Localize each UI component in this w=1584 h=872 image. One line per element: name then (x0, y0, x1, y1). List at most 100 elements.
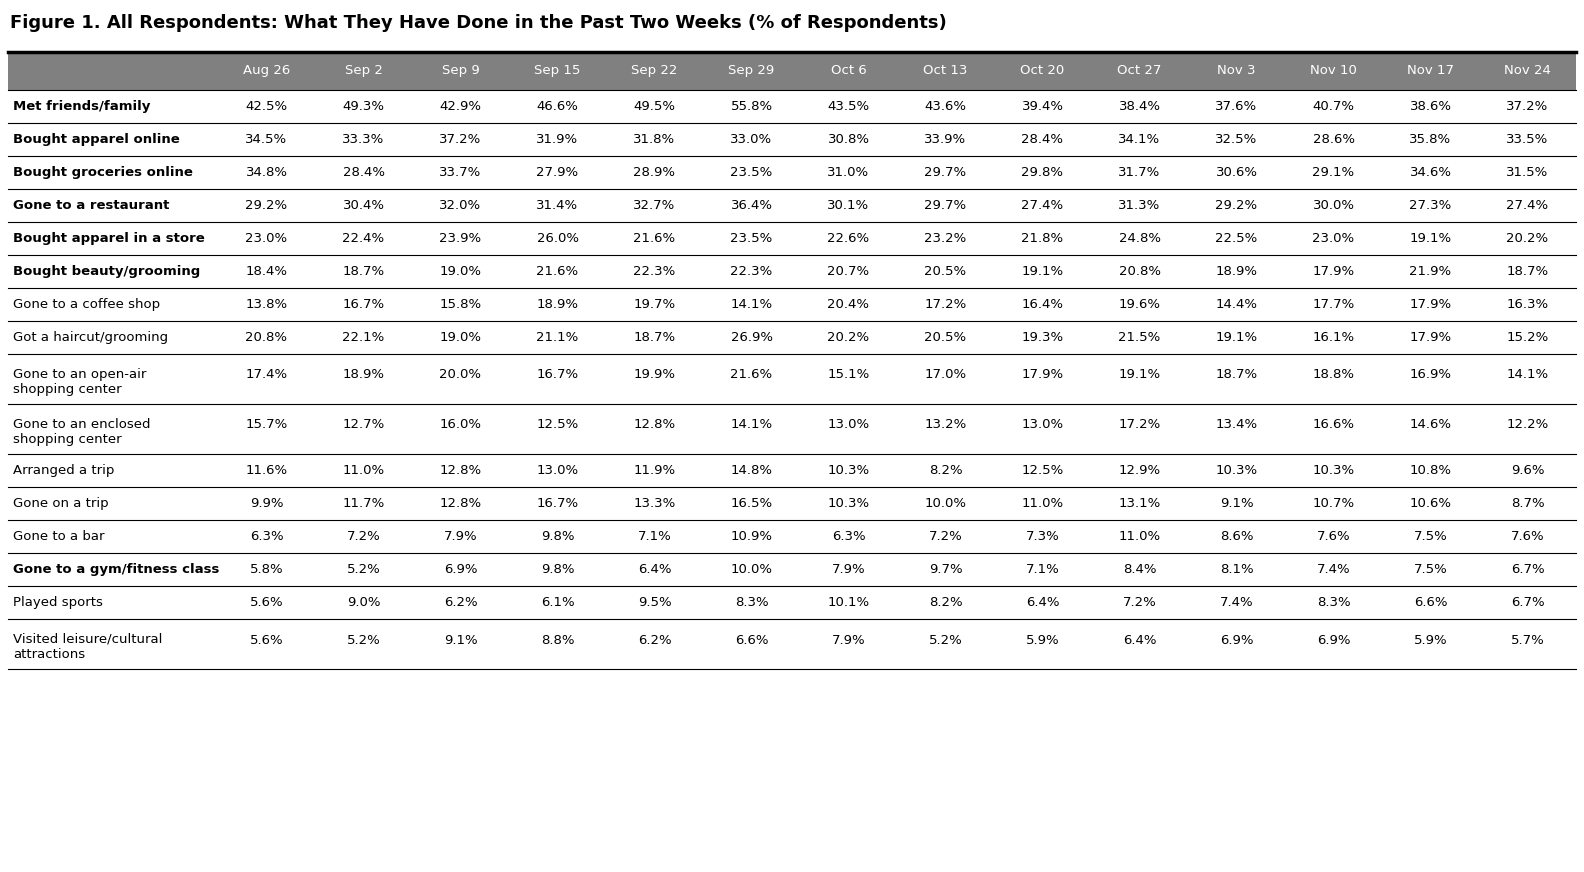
Text: 16.6%: 16.6% (1313, 419, 1354, 432)
Text: 36.4%: 36.4% (730, 199, 773, 212)
Text: 10.9%: 10.9% (730, 530, 773, 543)
Text: 39.4%: 39.4% (1022, 100, 1063, 113)
Text: 33.5%: 33.5% (1506, 133, 1549, 146)
Text: 12.2%: 12.2% (1506, 419, 1549, 432)
Text: Figure 1. All Respondents: What They Have Done in the Past Two Weeks (% of Respo: Figure 1. All Respondents: What They Hav… (10, 14, 947, 32)
Text: 7.4%: 7.4% (1316, 563, 1350, 576)
Bar (8, 123, 1576, 156)
Text: 21.5%: 21.5% (1118, 331, 1161, 344)
Text: 27.4%: 27.4% (1506, 199, 1549, 212)
Text: 32.0%: 32.0% (439, 199, 482, 212)
Text: 5.2%: 5.2% (347, 563, 380, 576)
Text: 26.9%: 26.9% (730, 331, 773, 344)
Text: 33.7%: 33.7% (439, 166, 482, 179)
Text: Nov 17: Nov 17 (1407, 65, 1454, 78)
Text: 5.2%: 5.2% (347, 633, 380, 646)
Text: 14.6%: 14.6% (1410, 419, 1451, 432)
Text: Oct 20: Oct 20 (1020, 65, 1064, 78)
Text: 9.8%: 9.8% (540, 563, 575, 576)
Text: 20.8%: 20.8% (1118, 265, 1161, 278)
Text: 19.0%: 19.0% (439, 331, 482, 344)
Text: 20.8%: 20.8% (246, 331, 288, 344)
Text: 30.0%: 30.0% (1313, 199, 1354, 212)
Text: 34.8%: 34.8% (246, 166, 288, 179)
Text: 38.6%: 38.6% (1410, 100, 1451, 113)
Text: 16.1%: 16.1% (1313, 331, 1354, 344)
Text: 8.6%: 8.6% (1220, 530, 1253, 543)
Text: 8.2%: 8.2% (928, 596, 963, 609)
Text: 34.6%: 34.6% (1410, 166, 1451, 179)
Text: 31.4%: 31.4% (537, 199, 578, 212)
Text: 23.0%: 23.0% (1313, 232, 1354, 245)
Text: 31.7%: 31.7% (1118, 166, 1161, 179)
Text: 8.3%: 8.3% (735, 596, 768, 609)
Text: 37.2%: 37.2% (1506, 100, 1549, 113)
Text: 10.3%: 10.3% (1215, 464, 1258, 477)
Text: 14.1%: 14.1% (730, 419, 773, 432)
Text: 7.9%: 7.9% (444, 530, 477, 543)
Text: 30.8%: 30.8% (827, 133, 870, 146)
Text: 19.1%: 19.1% (1215, 331, 1258, 344)
Text: 9.9%: 9.9% (250, 497, 284, 510)
Text: 37.2%: 37.2% (439, 133, 482, 146)
Text: 43.6%: 43.6% (925, 100, 966, 113)
Text: 21.6%: 21.6% (730, 369, 773, 382)
Text: 18.7%: 18.7% (1215, 369, 1258, 382)
Text: 18.9%: 18.9% (342, 369, 385, 382)
Text: Sep 9: Sep 9 (442, 65, 480, 78)
Text: 6.1%: 6.1% (540, 596, 575, 609)
Text: 13.1%: 13.1% (1118, 497, 1161, 510)
Text: 7.2%: 7.2% (928, 530, 963, 543)
Text: 5.9%: 5.9% (1026, 633, 1060, 646)
Text: 20.5%: 20.5% (925, 265, 966, 278)
Text: 15.8%: 15.8% (439, 298, 482, 311)
Text: 21.9%: 21.9% (1410, 265, 1451, 278)
Text: 23.2%: 23.2% (925, 232, 966, 245)
Text: 34.5%: 34.5% (246, 133, 288, 146)
Text: 18.8%: 18.8% (1313, 369, 1354, 382)
Text: 33.3%: 33.3% (342, 133, 385, 146)
Text: 33.0%: 33.0% (730, 133, 773, 146)
Text: Arranged a trip: Arranged a trip (13, 464, 114, 477)
Text: Gone on a trip: Gone on a trip (13, 497, 109, 510)
Text: 7.6%: 7.6% (1511, 530, 1544, 543)
Text: Sep 15: Sep 15 (534, 65, 581, 78)
Text: 29.7%: 29.7% (925, 199, 966, 212)
Text: 16.7%: 16.7% (342, 298, 385, 311)
Text: 34.1%: 34.1% (1118, 133, 1161, 146)
Text: 11.0%: 11.0% (342, 464, 385, 477)
Text: 12.9%: 12.9% (1118, 464, 1161, 477)
Text: Gone to an open-air: Gone to an open-air (13, 368, 146, 381)
Text: 13.2%: 13.2% (925, 419, 966, 432)
Text: Oct 27: Oct 27 (1117, 65, 1161, 78)
Text: 30.1%: 30.1% (827, 199, 870, 212)
Text: Bought beauty/grooming: Bought beauty/grooming (13, 265, 200, 278)
Text: 19.6%: 19.6% (1118, 298, 1161, 311)
Bar (8, 189, 1576, 222)
Text: 13.0%: 13.0% (827, 419, 870, 432)
Text: 14.1%: 14.1% (730, 298, 773, 311)
Text: 18.9%: 18.9% (1215, 265, 1258, 278)
Text: 32.7%: 32.7% (634, 199, 676, 212)
Text: 12.8%: 12.8% (439, 464, 482, 477)
Text: 14.8%: 14.8% (730, 464, 773, 477)
Text: Nov 10: Nov 10 (1310, 65, 1357, 78)
Text: 7.1%: 7.1% (638, 530, 672, 543)
Text: Bought apparel in a store: Bought apparel in a store (13, 232, 204, 245)
Text: 23.5%: 23.5% (730, 166, 773, 179)
Text: 17.9%: 17.9% (1410, 298, 1451, 311)
Text: 10.8%: 10.8% (1410, 464, 1451, 477)
Text: Visited leisure/cultural: Visited leisure/cultural (13, 633, 163, 646)
Text: 16.7%: 16.7% (537, 369, 578, 382)
Text: 26.0%: 26.0% (537, 232, 578, 245)
Text: Gone to a restaurant: Gone to a restaurant (13, 199, 169, 212)
Text: 13.4%: 13.4% (1215, 419, 1258, 432)
Text: 6.4%: 6.4% (1123, 633, 1156, 646)
Text: 42.9%: 42.9% (439, 100, 482, 113)
Text: 15.7%: 15.7% (246, 419, 288, 432)
Text: 7.5%: 7.5% (1413, 530, 1448, 543)
Text: 6.4%: 6.4% (1026, 596, 1060, 609)
Text: 16.3%: 16.3% (1506, 298, 1549, 311)
Text: shopping center: shopping center (13, 433, 122, 446)
Text: 6.9%: 6.9% (1220, 633, 1253, 646)
